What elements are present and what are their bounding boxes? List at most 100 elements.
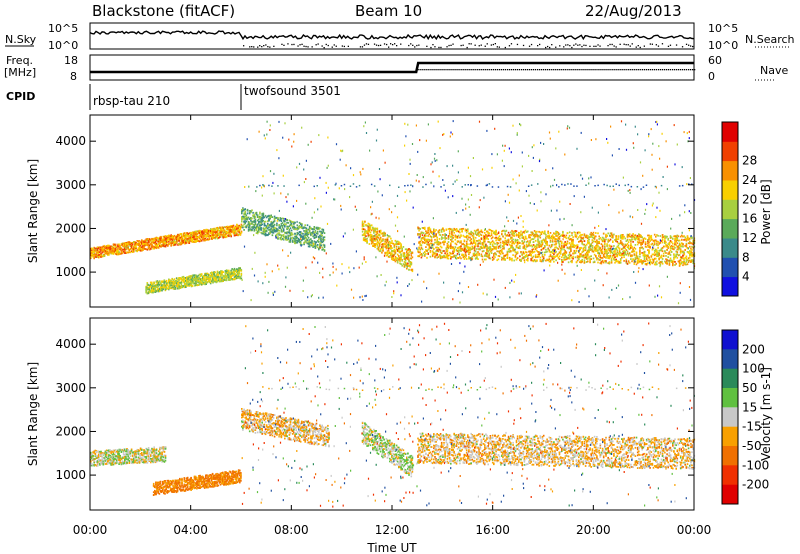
data-cell [465, 229, 468, 232]
data-cell [187, 280, 189, 283]
nsearch-point [259, 45, 261, 47]
data-cell [477, 251, 479, 253]
data-cell [452, 252, 454, 255]
data-cell [534, 231, 537, 233]
data-cell [101, 255, 103, 258]
data-cell [248, 228, 251, 231]
nave-point [472, 69, 474, 71]
data-cell [434, 241, 436, 244]
data-cell [532, 238, 535, 241]
data-cell [145, 287, 147, 290]
data-cell [304, 240, 306, 242]
data-cell [533, 250, 536, 253]
data-cell [225, 231, 228, 233]
data-cell [205, 283, 207, 285]
data-cell [468, 251, 470, 254]
data-cell [460, 228, 462, 231]
data-cell [510, 237, 512, 240]
data-cell [392, 242, 394, 245]
data-cell [183, 284, 186, 287]
data-cell [215, 235, 218, 238]
data-cell [507, 234, 510, 237]
nave-point [430, 69, 432, 71]
nave-point [563, 69, 565, 71]
nave-point [673, 69, 676, 71]
data-cell [239, 227, 242, 230]
data-cell [247, 228, 250, 231]
data-cell [206, 277, 209, 279]
data-cell [190, 239, 193, 242]
data-cell [224, 230, 227, 233]
nsearch-point [661, 43, 664, 45]
data-cell [306, 232, 309, 235]
data-cell [109, 248, 111, 250]
nsearch-point [667, 45, 670, 47]
data-cell [438, 254, 441, 257]
data-cell [391, 255, 393, 257]
data-cell [163, 279, 166, 282]
data-cell [424, 226, 426, 229]
data-cell [215, 227, 218, 229]
data-cell [110, 245, 112, 248]
nsearch-point [377, 44, 380, 47]
data-cell [258, 216, 260, 218]
data-cell [370, 229, 373, 232]
data-cell [278, 224, 280, 226]
data-cell [442, 241, 444, 244]
data-cell [245, 226, 248, 228]
data-cell [538, 230, 540, 233]
data-cell [267, 222, 269, 225]
nave-point [595, 69, 597, 71]
data-cell [303, 237, 305, 240]
nsearch-point [343, 45, 345, 48]
data-cell [168, 234, 170, 237]
data-cell [241, 211, 243, 214]
data-cell [438, 238, 441, 240]
data-cell [476, 240, 478, 242]
data-cell [179, 285, 181, 288]
data-cell [320, 233, 322, 236]
data-cell [376, 241, 379, 244]
data-cell [320, 241, 322, 244]
data-cell [487, 254, 489, 257]
data-cell [260, 222, 262, 225]
data-cell [443, 255, 445, 258]
data-cell [90, 257, 92, 260]
data-cell [408, 268, 410, 271]
data-cell [417, 227, 419, 230]
data-cell [445, 256, 448, 258]
nave-point [462, 69, 464, 71]
data-cell [168, 281, 170, 284]
data-cell [171, 284, 173, 287]
nave-point [637, 69, 639, 71]
data-cell [180, 241, 183, 244]
data-cell [233, 230, 236, 232]
data-cell [541, 231, 544, 233]
data-cell [160, 237, 162, 240]
data-cell [450, 245, 452, 247]
nsearch-point [490, 44, 492, 46]
data-cell [157, 237, 160, 240]
data-cell [215, 275, 218, 277]
data-cell [239, 232, 242, 235]
data-cell [310, 232, 312, 235]
data-cell [194, 274, 196, 277]
data-cell [194, 240, 196, 243]
data-cell [259, 215, 261, 218]
data-cell [384, 246, 386, 248]
data-cell [280, 236, 283, 239]
nsky-tick-bottom: 10^0 [48, 39, 78, 52]
data-cell [103, 245, 106, 248]
nave-point [476, 69, 478, 71]
data-cell [276, 234, 278, 236]
data-cell [425, 240, 427, 242]
data-cell [361, 225, 364, 228]
data-cell [151, 286, 153, 288]
data-cell [281, 217, 284, 220]
data-cell [545, 248, 547, 251]
data-cell [229, 275, 231, 278]
data-cell [175, 282, 178, 284]
data-cell [493, 245, 495, 248]
data-cell [419, 240, 421, 243]
